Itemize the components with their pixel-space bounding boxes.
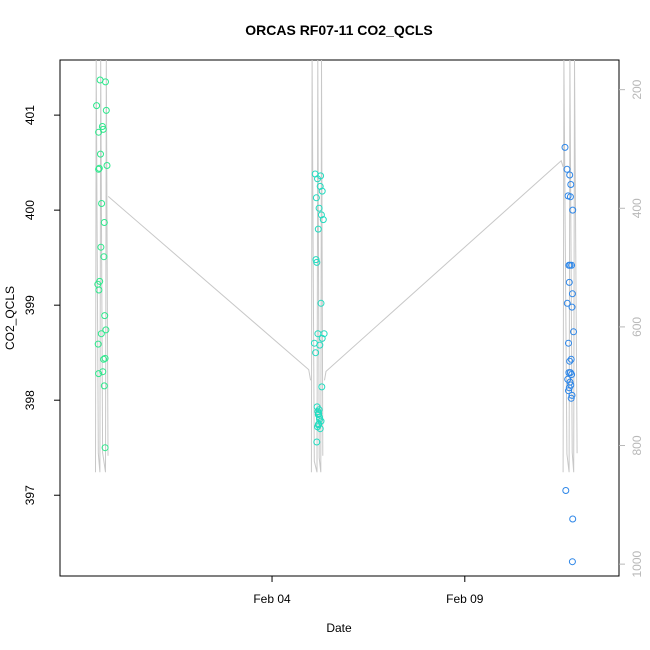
- y-axis-right: 200 400 600 800 1000: [619, 79, 644, 577]
- data-point: [99, 125, 107, 133]
- chart-title: ORCAS RF07-11 CO2_QCLS: [245, 22, 433, 38]
- data-point: [100, 382, 108, 390]
- data-point: [314, 225, 322, 233]
- data-point: [568, 371, 576, 378]
- x-tick-label-0: Feb 04: [253, 592, 291, 606]
- data-point: [319, 216, 327, 224]
- data-point: [569, 206, 577, 214]
- x-axis-label: Date: [326, 621, 352, 635]
- data-point: [99, 368, 107, 376]
- data-point: [568, 290, 576, 298]
- data-point: [566, 171, 574, 179]
- data-point: [317, 211, 325, 219]
- data-point: [101, 444, 109, 452]
- data-point: [312, 256, 320, 264]
- data-point: [93, 102, 101, 110]
- y-axis-label: CO2_QCLS: [3, 286, 17, 350]
- data-point: [317, 172, 325, 180]
- data-point: [313, 258, 321, 266]
- data-point: [97, 243, 105, 251]
- data-point: [567, 394, 575, 402]
- data-point: [566, 193, 574, 201]
- data-point: [96, 277, 104, 285]
- data-point: [94, 340, 102, 348]
- data-point: [97, 150, 104, 158]
- data-point: [565, 278, 573, 286]
- data-point: [316, 341, 324, 349]
- data-point: [562, 487, 570, 494]
- data-point: [101, 312, 109, 320]
- data-point: [315, 204, 323, 212]
- data-point: [316, 413, 323, 421]
- data-point: [314, 330, 322, 338]
- data-point: [566, 357, 574, 365]
- data-point: [567, 355, 575, 363]
- data-point: [315, 410, 323, 417]
- plot-frame: [59, 59, 620, 577]
- x-tick-label-1: Feb 09: [446, 592, 484, 606]
- y-axis-left: 397 398 399 400 401: [23, 105, 60, 505]
- data-point: [568, 261, 576, 269]
- pressure-flight-1: [95, 59, 109, 473]
- data-point: [313, 438, 321, 446]
- data-point: [95, 286, 103, 294]
- x-axis: Feb 04 Feb 09: [253, 576, 484, 606]
- data-point: [102, 78, 109, 86]
- data-point: [102, 106, 110, 114]
- data-point: [102, 326, 110, 334]
- data-point: [565, 339, 572, 347]
- data-point: [100, 219, 108, 226]
- y-tick-label-2: 399: [23, 295, 37, 315]
- y-tick-label-1: 398: [23, 390, 37, 410]
- data-point: [315, 406, 323, 414]
- data-point: [101, 354, 109, 362]
- y2-tick-label-3: 800: [630, 435, 644, 455]
- data-points: [93, 76, 577, 566]
- data-point: [569, 515, 577, 523]
- data-point: [98, 200, 106, 207]
- data-point: [566, 369, 574, 377]
- y2-tick-label-2: 600: [630, 317, 644, 337]
- data-point: [103, 162, 111, 169]
- data-point: [568, 391, 576, 399]
- data-point: [316, 182, 324, 190]
- data-point: [317, 299, 325, 307]
- data-point: [318, 187, 326, 195]
- data-point: [100, 253, 108, 261]
- y-tick-label-0: 397: [23, 485, 37, 505]
- data-point: [563, 165, 571, 173]
- data-point: [95, 370, 103, 378]
- data-point: [95, 164, 103, 172]
- pressure-trace: [95, 59, 578, 473]
- data-point: [312, 194, 320, 202]
- data-point: [318, 383, 326, 391]
- y2-tick-label-0: 200: [630, 79, 644, 99]
- data-point: [314, 421, 322, 429]
- data-point: [565, 384, 573, 392]
- y-tick-label-4: 401: [23, 105, 37, 125]
- pressure-transit-2: [324, 159, 564, 381]
- data-point: [318, 334, 326, 342]
- y2-tick-label-4: 1000: [630, 550, 644, 577]
- data-point: [312, 349, 320, 357]
- data-point: [565, 387, 572, 395]
- data-point: [95, 165, 103, 173]
- data-point: [568, 303, 576, 311]
- data-point: [563, 299, 571, 307]
- data-point: [100, 355, 108, 363]
- data-point: [97, 330, 105, 338]
- data-point: [570, 328, 577, 336]
- pressure-transit-1: [107, 196, 312, 381]
- data-point: [98, 123, 106, 130]
- y-tick-label-3: 400: [23, 200, 37, 220]
- data-point: [568, 558, 576, 566]
- data-point: [567, 181, 575, 188]
- pressure-flight-3: [562, 59, 578, 473]
- data-point: [561, 143, 569, 151]
- y2-tick-label-1: 400: [630, 198, 644, 218]
- pressure-flight-2: [310, 59, 324, 473]
